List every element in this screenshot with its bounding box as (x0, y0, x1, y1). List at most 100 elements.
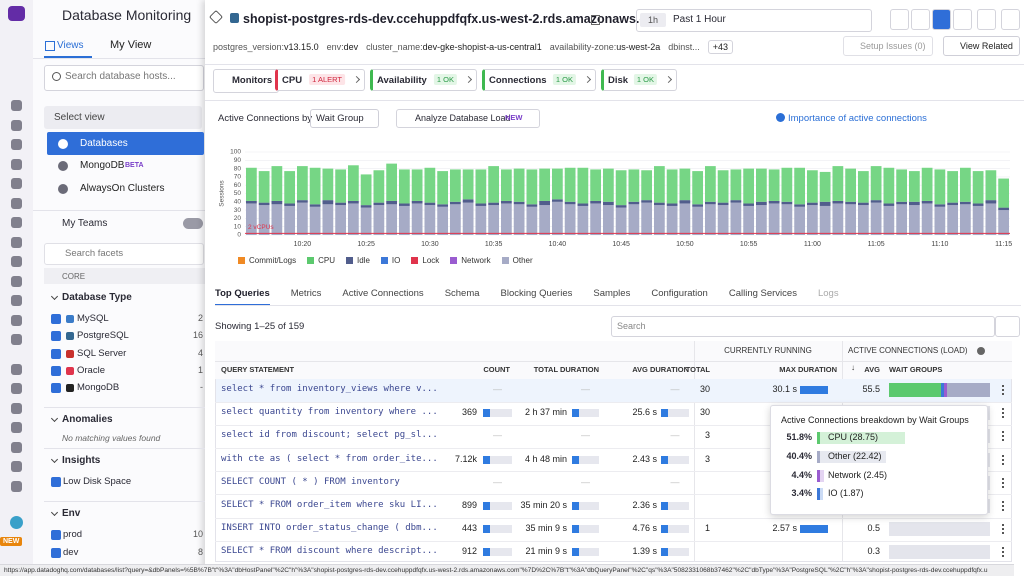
bar-segment (323, 169, 334, 201)
bar-segment (284, 171, 295, 203)
nav-icon (11, 237, 22, 248)
monitor-name: Availability (377, 75, 427, 86)
facet-item[interactable]: Oracle (77, 365, 105, 376)
db-logo (230, 13, 239, 23)
bar-segment (871, 166, 882, 200)
tab[interactable]: Metrics (291, 288, 322, 306)
sidebar-tab[interactable]: Views (57, 40, 84, 51)
cell: — (671, 477, 680, 487)
monitor-name: Connections (489, 75, 547, 86)
bar-segment (858, 205, 869, 235)
bar-segment (654, 166, 665, 203)
facet-item[interactable]: MongoDB (77, 382, 119, 393)
bar-segment (425, 168, 436, 203)
tab[interactable]: Calling Services (729, 288, 797, 306)
bar-segment (335, 205, 346, 235)
bar-segment (335, 169, 346, 202)
nav-icon (11, 315, 22, 326)
view-item[interactable]: Databases (80, 138, 128, 149)
bar-segment (565, 168, 576, 202)
facet-item[interactable]: Low Disk Space (63, 476, 131, 487)
select-view[interactable]: Select view (44, 106, 202, 129)
x-tick-label: 10:55 (740, 241, 758, 248)
bar-segment (705, 166, 716, 202)
cell-bar-fill (572, 502, 579, 510)
nav-icon (11, 364, 22, 375)
bar-segment (769, 201, 780, 203)
view-related[interactable]: View Related (943, 36, 1020, 56)
bar-segment (871, 203, 882, 235)
bar-segment (412, 203, 423, 235)
legend-label: Commit/Logs (249, 256, 296, 265)
time-picker[interactable] (636, 9, 872, 32)
nav-icon (11, 178, 22, 189)
facet-title: Database Type (62, 292, 132, 303)
more-menu (1002, 431, 1006, 441)
bar-segment (616, 208, 627, 235)
facet-item[interactable]: prod (63, 529, 82, 540)
legend-label: Other (513, 256, 533, 265)
db-icon (66, 332, 74, 340)
monitor-status: 1 OK (553, 74, 576, 85)
toolbar-button (911, 9, 930, 30)
facet-item[interactable]: PostgreSQL (77, 330, 129, 341)
monitors-label: Monitors (213, 69, 279, 93)
tab[interactable]: Top Queries (215, 288, 270, 306)
cell: 369 (462, 407, 477, 417)
setup-issues[interactable]: Setup Issues (0) (843, 36, 933, 56)
chart-prefix: Active Connections by (218, 113, 312, 124)
bar-segment (565, 204, 576, 235)
bar-segment (501, 169, 512, 201)
help-link[interactable]: Importance of active connections (788, 113, 927, 124)
facet-item[interactable]: SQL Server (77, 348, 126, 359)
nav-icon (11, 159, 22, 170)
bar-segment (629, 204, 640, 235)
group-by[interactable]: Wait Group (310, 109, 379, 128)
bar-segment (973, 203, 984, 205)
bar-segment (450, 204, 461, 235)
legend-swatch (238, 257, 245, 264)
nav-icon (11, 295, 22, 306)
bar-segment (807, 170, 818, 202)
tab[interactable]: Schema (445, 288, 480, 306)
my-teams[interactable]: My Teams (62, 218, 107, 229)
more-menu (1002, 547, 1006, 557)
sidebar-tab[interactable]: My View (110, 39, 151, 51)
more-menu (1002, 455, 1006, 465)
toggle[interactable] (183, 218, 203, 229)
bar-segment (476, 169, 487, 203)
code-toggle[interactable] (995, 316, 1020, 337)
tab[interactable]: Logs (818, 288, 839, 306)
legend-item: Commit/Logs (238, 256, 296, 265)
help-icon (776, 113, 785, 122)
bar-segment (947, 205, 958, 235)
tooltip-pct: 3.4% (791, 488, 812, 498)
tab[interactable]: Blocking Queries (501, 288, 573, 306)
view-item[interactable]: MongoDB (80, 160, 124, 171)
sidebar-tab-border (33, 58, 205, 59)
tab[interactable]: Active Connections (342, 288, 423, 306)
divider (215, 305, 1021, 306)
bar-segment (807, 203, 818, 205)
cell: 2.36 s (632, 500, 657, 510)
facet-item[interactable]: MySQL (77, 313, 109, 324)
divider (44, 501, 205, 502)
more-tags[interactable]: +43 (708, 40, 733, 54)
facet-item[interactable]: dev (63, 547, 78, 558)
bar-segment (743, 203, 754, 205)
bar-segment (731, 203, 742, 235)
view-icon (58, 161, 68, 171)
tab[interactable]: Samples (593, 288, 630, 306)
bar-segment (998, 210, 1009, 235)
bar-segment (973, 171, 984, 203)
bar-segment (476, 206, 487, 235)
table-search-box[interactable] (611, 316, 995, 337)
query: SELECT COUNT ( * ) FROM inventory (221, 477, 400, 487)
facet-count: 10 (193, 529, 203, 539)
column-header: MAX DURATION (779, 365, 837, 374)
tab[interactable]: Configuration (651, 288, 708, 306)
group-header: CURRENTLY RUNNING (724, 346, 812, 355)
view-item[interactable]: AlwaysOn Clusters (80, 183, 164, 194)
bar-segment (654, 203, 665, 205)
